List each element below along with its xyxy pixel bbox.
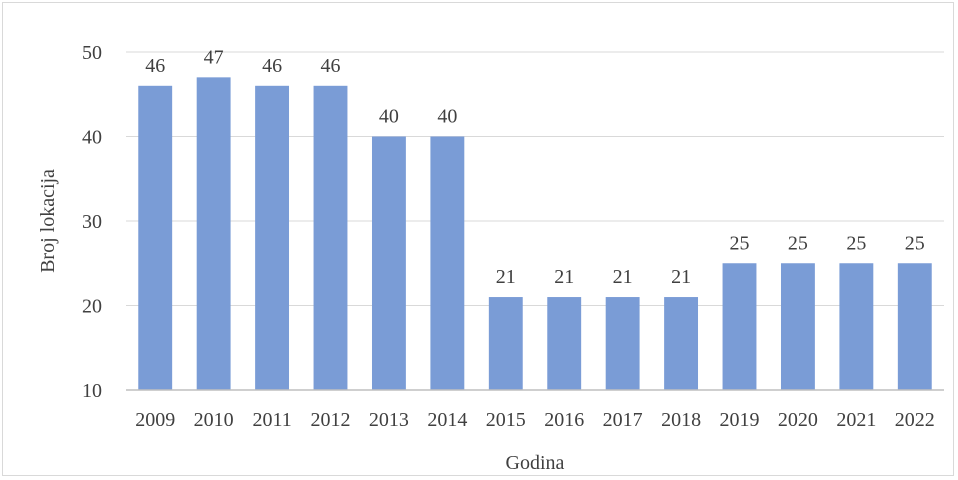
x-axis-title: Godina (506, 452, 565, 474)
data-label-2022: 25 (905, 232, 925, 254)
bar-2009 (138, 85, 173, 391)
data-labels: 46 47 46 46 40 40 21 21 21 21 25 25 25 25 (145, 46, 925, 288)
bar-2013 (371, 136, 406, 390)
data-label-2021: 25 (846, 232, 866, 254)
bar-2014 (430, 136, 465, 390)
data-label-2013: 40 (379, 106, 399, 128)
data-label-2019: 25 (730, 232, 750, 254)
x-tick-label-2012: 2012 (311, 409, 351, 431)
x-tick-label-2021: 2021 (836, 409, 876, 431)
y-tick-label: 20 (82, 296, 102, 318)
y-axis-ticks: 10 20 30 40 50 (82, 42, 102, 402)
bar-2015 (488, 297, 523, 390)
bar-2010 (196, 77, 231, 390)
x-tick-label-2018: 2018 (661, 409, 701, 431)
bar-2020 (780, 263, 815, 390)
bar-2019 (722, 263, 757, 390)
bar-2018 (664, 297, 699, 390)
bar-2012 (313, 85, 348, 391)
x-tick-label-2015: 2015 (486, 409, 526, 431)
x-tick-label-2010: 2010 (194, 409, 234, 431)
bar-2011 (255, 85, 290, 391)
y-tick-label: 50 (82, 42, 102, 64)
data-label-2018: 21 (671, 266, 691, 288)
data-label-2015: 21 (496, 266, 516, 288)
x-tick-label-2011: 2011 (252, 409, 291, 431)
data-label-2017: 21 (613, 266, 633, 288)
bar-2017 (605, 297, 640, 390)
y-tick-label: 40 (82, 127, 102, 149)
x-tick-label-2020: 2020 (778, 409, 818, 431)
y-axis-title: Broj lokacija (37, 169, 59, 273)
x-tick-label-2013: 2013 (369, 409, 409, 431)
data-label-2009: 46 (145, 55, 165, 77)
data-label-2014: 40 (437, 106, 457, 128)
y-tick-label: 30 (82, 211, 102, 233)
data-label-2016: 21 (554, 266, 574, 288)
x-axis-ticks: 2009 2010 2011 2012 2013 2014 2015 2016 2017 2018… (135, 409, 935, 431)
bar-2022 (897, 263, 932, 390)
bars (138, 77, 932, 391)
data-label-2010: 47 (204, 46, 224, 68)
x-tick-label-2022: 2022 (895, 409, 935, 431)
data-label-2012: 46 (321, 55, 341, 77)
x-tick-label-2016: 2016 (544, 409, 584, 431)
bar-2021 (839, 263, 874, 390)
x-tick-label-2009: 2009 (135, 409, 175, 431)
x-tick-label-2017: 2017 (603, 409, 643, 431)
gridlines (126, 51, 944, 306)
x-tick-label-2014: 2014 (427, 409, 467, 431)
data-label-2020: 25 (788, 232, 808, 254)
x-tick-label-2019: 2019 (720, 409, 760, 431)
data-label-2011: 46 (262, 55, 282, 77)
bar-2016 (547, 297, 582, 390)
y-tick-label: 10 (82, 380, 102, 402)
